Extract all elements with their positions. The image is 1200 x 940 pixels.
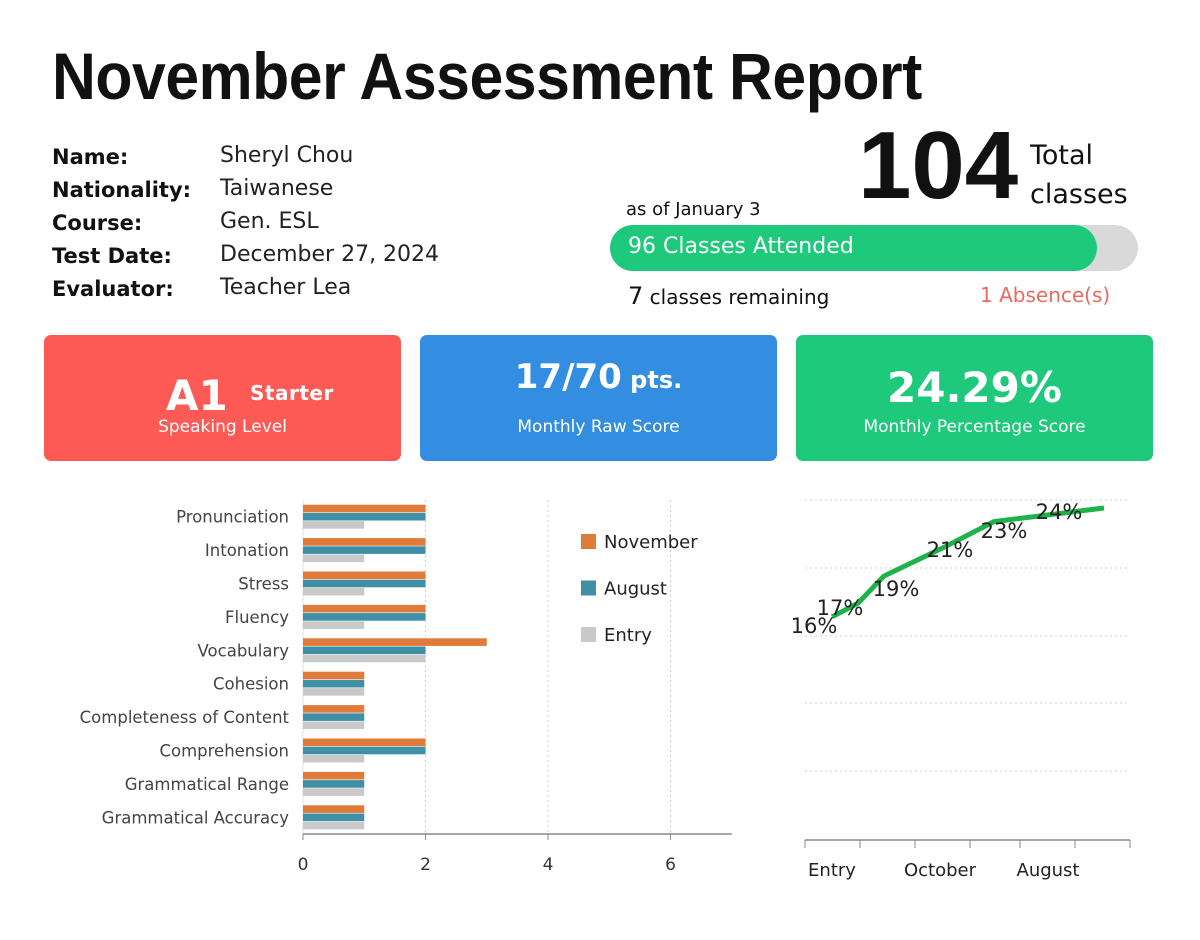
line-data-label: 24% — [1036, 500, 1083, 524]
absence-text: Absence(s) — [992, 283, 1111, 307]
bar-august — [303, 679, 365, 688]
line-data-label: 19% — [873, 577, 920, 601]
report-title: November Assessment Report — [52, 39, 922, 113]
raw-score-number: 17/70 — [514, 357, 622, 397]
attendance-progress-bar: 96 Classes Attended — [610, 225, 1138, 271]
legend-swatch-november — [581, 534, 596, 549]
speaking-level-card: A1 Starter Speaking Level — [44, 335, 401, 461]
as-of-date: as of January 3 — [626, 199, 761, 220]
bar-entry — [303, 554, 365, 563]
line-data-label: 17% — [817, 596, 864, 620]
course-label: Course: — [52, 211, 143, 235]
total-label-line1: Total — [1030, 140, 1094, 171]
line-x-tick-label: August — [1017, 860, 1080, 881]
bar-entry — [303, 721, 365, 730]
raw-score-label: Monthly Raw Score — [517, 417, 680, 437]
bar-august — [303, 546, 426, 554]
bar-category-label: Intonation — [205, 541, 289, 560]
test-date-label: Test Date: — [52, 244, 172, 268]
absence-number: 1 — [980, 283, 993, 307]
bar-category-label: Grammatical Range — [125, 775, 289, 794]
legend-label-november: November — [604, 532, 698, 553]
line-data-label: 23% — [981, 519, 1028, 543]
name-label: Name: — [52, 145, 129, 169]
legend-label-entry: Entry — [604, 625, 652, 646]
line-data-label: 21% — [927, 538, 974, 562]
bar-august — [303, 579, 426, 588]
bar-entry — [303, 688, 365, 696]
level-value: A1 — [166, 371, 228, 420]
bar-august — [303, 646, 426, 655]
raw-score-unit: pts. — [621, 366, 683, 394]
line-series — [830, 505, 1105, 620]
bar-august — [303, 813, 365, 822]
bar-x-tick-label: 4 — [543, 855, 554, 875]
bar-november — [303, 705, 365, 713]
bar-x-tick-label: 2 — [420, 855, 431, 875]
bar-category-label: Cohesion — [213, 675, 289, 694]
bar-category-label: Grammatical Accuracy — [102, 808, 290, 827]
bar-august — [303, 780, 365, 788]
bar-november — [303, 771, 365, 780]
classes-attended-label: 96 Classes Attended — [628, 234, 854, 259]
nationality-value: Taiwanese — [220, 176, 334, 201]
legend-label-august: August — [604, 579, 667, 600]
classes-remaining: 7 classes remaining — [628, 282, 829, 310]
bar-november — [303, 538, 426, 546]
attendance-progress-fill — [610, 225, 1098, 271]
evaluator-label: Evaluator: — [52, 277, 174, 301]
absence-count: 1 Absence(s) — [980, 283, 1110, 307]
bar-entry — [303, 654, 426, 663]
bar-x-tick-label: 6 — [665, 855, 676, 875]
bar-category-label: Fluency — [225, 608, 289, 627]
bar-category-label: Comprehension — [159, 742, 289, 761]
bar-entry — [303, 621, 365, 629]
percentage-score-card: 24.29% Monthly Percentage Score — [796, 335, 1153, 461]
level-tag: Starter — [250, 381, 334, 405]
bar-august — [303, 512, 426, 521]
total-classes-label: Total classes — [1030, 136, 1128, 214]
total-label-line2: classes — [1030, 179, 1128, 210]
course-value: Gen. ESL — [220, 209, 319, 234]
bar-november — [303, 738, 426, 747]
evaluator-value: Teacher Lea — [220, 275, 352, 300]
bar-entry — [303, 788, 365, 796]
speaking-level-label: Speaking Level — [158, 417, 287, 437]
bar-category-label: Completeness of Content — [80, 708, 290, 727]
bar-category-label: Pronunciation — [176, 508, 289, 527]
percentage-score-label: Monthly Percentage Score — [863, 417, 1086, 437]
bar-november — [303, 805, 365, 813]
bar-november — [303, 571, 426, 580]
line-data-label: 16% — [791, 614, 838, 638]
raw-score-card: 17/70 pts. Monthly Raw Score — [420, 335, 777, 461]
bar-november — [303, 638, 487, 646]
bar-november — [303, 671, 365, 680]
bar-x-tick-label: 0 — [298, 855, 309, 875]
bar-august — [303, 713, 365, 721]
percentage-score-value: 24.29% — [887, 363, 1062, 412]
bar-entry — [303, 587, 365, 596]
line-x-tick-label: October — [904, 860, 977, 881]
test-date-value: December 27, 2024 — [220, 242, 440, 267]
total-classes-number: 104 — [858, 112, 1019, 219]
line-x-tick-label: Entry — [808, 860, 856, 881]
bar-entry — [303, 754, 365, 763]
legend-swatch-entry — [581, 627, 596, 642]
legend-swatch-august — [581, 580, 596, 596]
bar-august — [303, 613, 426, 621]
bar-november — [303, 604, 426, 613]
bar-entry — [303, 521, 365, 529]
remaining-count: 7 — [628, 282, 644, 310]
name-value: Sheryl Chou — [220, 143, 354, 168]
remaining-text: classes remaining — [643, 285, 830, 309]
bar-category-label: Stress — [238, 575, 289, 594]
nationality-label: Nationality: — [52, 178, 192, 202]
bar-category-label: Vocabulary — [198, 641, 290, 660]
bar-august — [303, 746, 426, 755]
bar-november — [303, 504, 426, 513]
raw-score-value: 17/70 pts. — [420, 357, 777, 397]
bar-entry — [303, 821, 365, 830]
